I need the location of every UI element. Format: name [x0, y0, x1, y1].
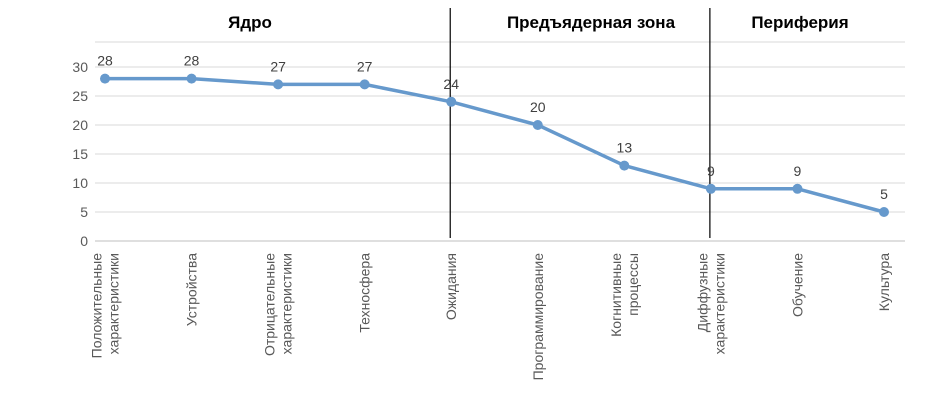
zone-labels: Ядро Предъядерная зона Периферия	[228, 13, 849, 32]
x-category-label-line: Программирование	[530, 253, 546, 381]
data-label: 27	[357, 58, 373, 74]
data-point	[879, 207, 889, 217]
data-point	[359, 79, 370, 90]
x-category-label: Отрицательныехарактеристики	[262, 253, 295, 356]
x-category-label: Положительныехарактеристики	[89, 253, 122, 359]
y-tick-label: 20	[72, 117, 88, 133]
zone-label-1: Ядро	[228, 13, 272, 32]
data-labels: 28 28 27 27 24 20 13 9 9 5	[97, 53, 888, 202]
data-label: 13	[617, 140, 633, 156]
x-category-label: Обучение	[789, 253, 805, 317]
series-line	[103, 76, 886, 214]
data-label: 9	[794, 163, 802, 179]
data-point	[446, 96, 457, 107]
category-labels: Положительныехарактеристики Устройства Отр…	[89, 253, 893, 381]
data-point	[532, 120, 543, 130]
x-category-label-line: характеристики	[106, 253, 122, 354]
series-line-group	[103, 76, 886, 214]
zone-label-3: Периферия	[751, 13, 848, 32]
zone-dividers	[449, 8, 711, 238]
data-point	[100, 73, 110, 84]
x-category-label-line: процессы	[625, 253, 641, 316]
x-category-label-line: Техносфера	[357, 253, 373, 333]
x-category-label-line: Устройства	[184, 253, 200, 326]
data-point	[705, 183, 716, 194]
x-category-label-line: Ожидания	[443, 253, 459, 320]
y-tick-label: 30	[72, 59, 88, 75]
data-point	[273, 79, 284, 90]
x-category-label: Техносфера	[357, 253, 373, 333]
data-point	[792, 183, 803, 194]
x-category-label: Ожидания	[443, 253, 459, 320]
data-points	[100, 73, 889, 217]
x-category-label: Программирование	[530, 253, 546, 381]
y-tick-label: 25	[72, 88, 88, 104]
x-category-label: Культура	[876, 253, 892, 311]
x-category-label-line: Культура	[876, 253, 892, 311]
data-label: 28	[184, 53, 200, 69]
y-tick-label: 15	[72, 146, 88, 162]
x-category-label: Устройства	[184, 253, 200, 326]
data-label: 5	[880, 186, 888, 202]
x-category-label-line: Отрицательные	[262, 253, 278, 356]
y-tick-label: 10	[72, 175, 88, 191]
data-point	[186, 73, 197, 84]
x-category-label-line: Диффузные	[694, 253, 710, 332]
data-label: 28	[97, 53, 113, 69]
y-tick-label: 0	[80, 233, 88, 249]
data-point	[619, 160, 630, 171]
x-category-label-line: Обучение	[789, 253, 805, 317]
x-category-label-line: характеристики	[279, 253, 295, 354]
x-category-label: Когнитивныепроцессы	[608, 253, 641, 337]
x-category-label-line: Положительные	[89, 253, 105, 359]
x-category-label: Диффузныехарактеристики	[694, 253, 727, 355]
data-label: 20	[530, 99, 546, 115]
data-label: 9	[707, 163, 715, 179]
data-label: 24	[443, 76, 459, 92]
grid-lines	[95, 41, 905, 242]
y-tick-label: 5	[80, 204, 88, 220]
y-axis-ticks: 0 5 10 15 20 25 30	[72, 59, 88, 249]
x-category-label-line: характеристики	[711, 253, 727, 354]
zone-label-2: Предъядерная зона	[507, 13, 676, 32]
x-category-label-line: Когнитивные	[608, 253, 624, 337]
data-label: 27	[270, 58, 286, 74]
